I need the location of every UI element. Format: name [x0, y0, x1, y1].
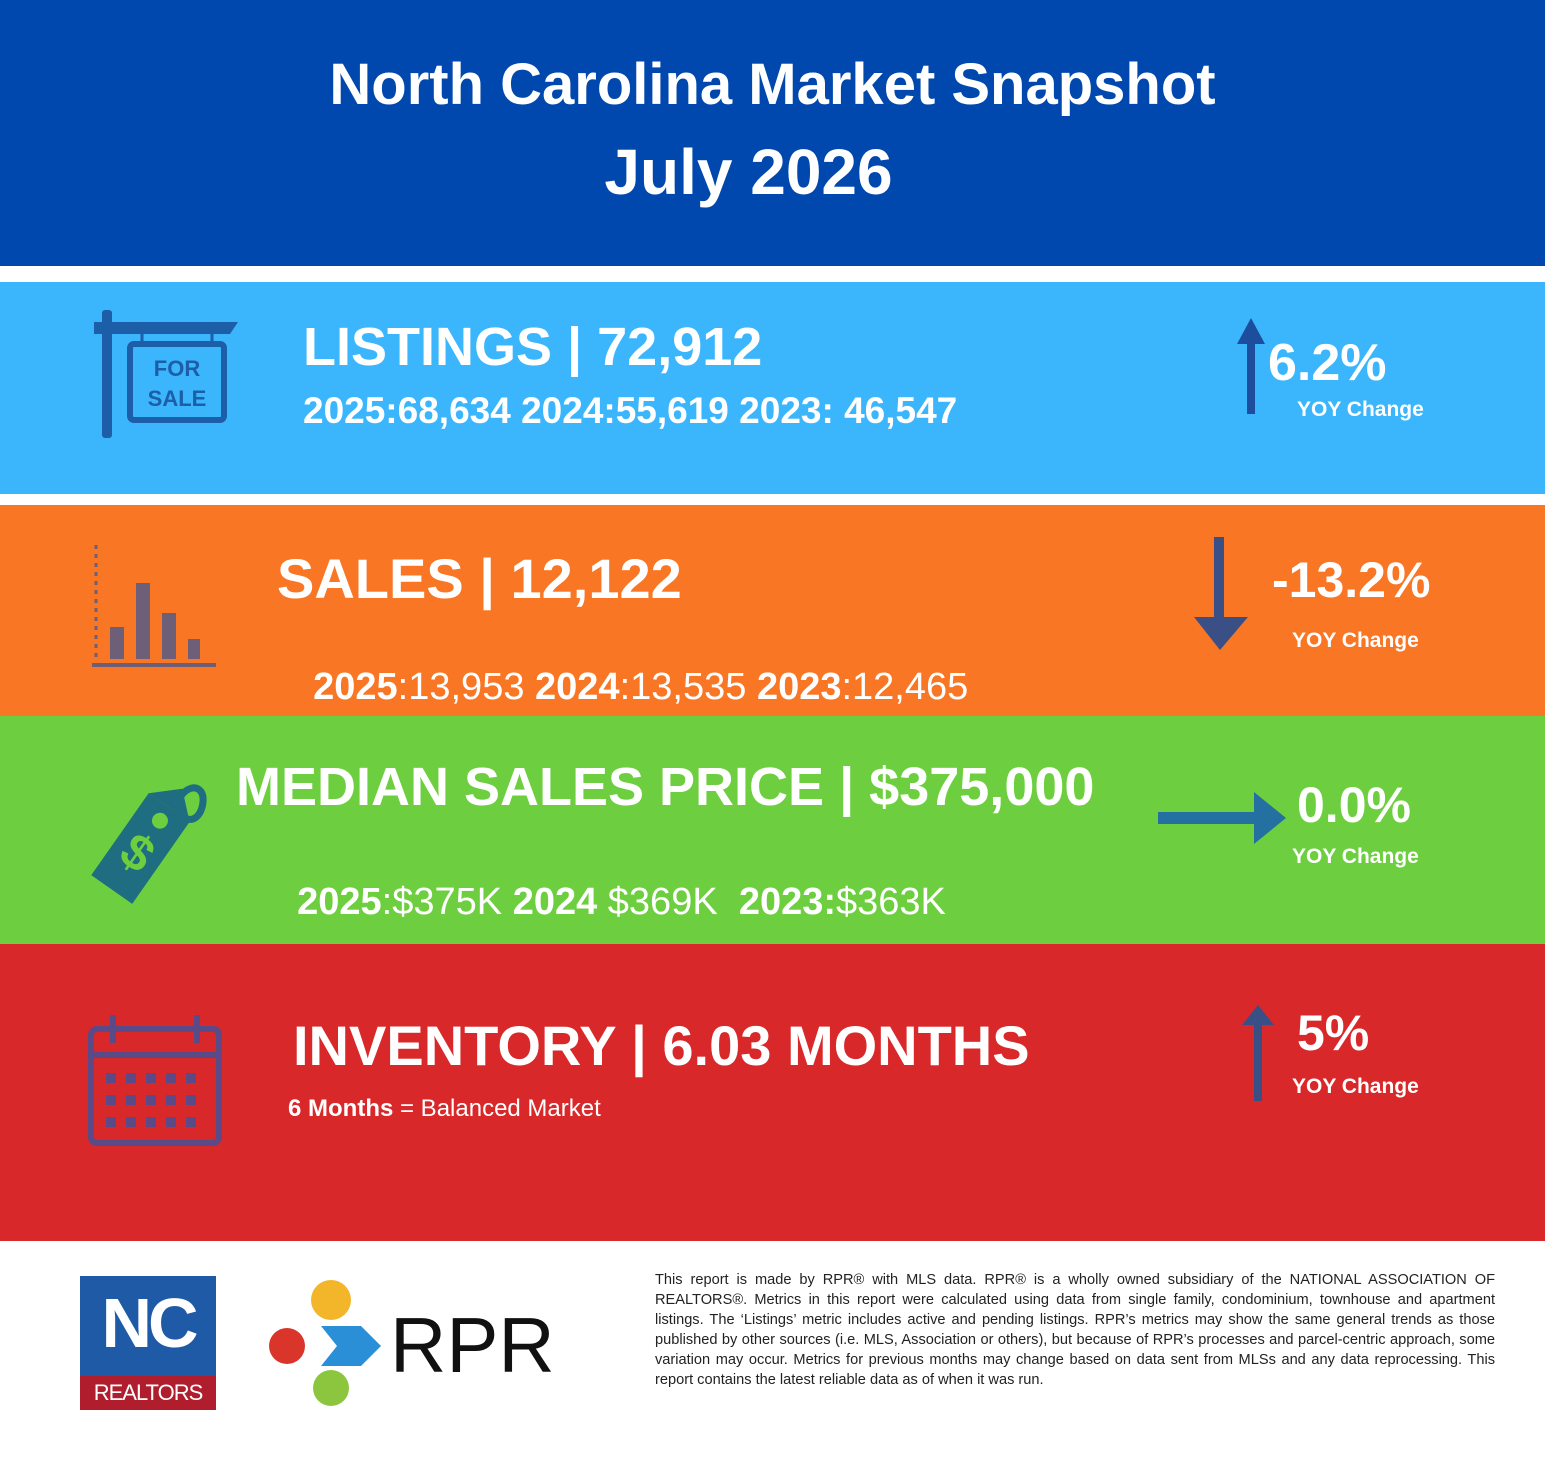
note-value: = Balanced Market: [393, 1095, 601, 1122]
value: :12,465: [841, 666, 969, 708]
yoy-label: YOY Change: [1292, 845, 1419, 868]
year: 2025: [297, 881, 382, 923]
sales-headline: SALES | 12,122: [277, 547, 682, 610]
yoy-change: 5%: [1297, 1005, 1370, 1061]
nc-name: REALTORS: [80, 1376, 216, 1410]
yoy-change: 0.0%: [1297, 777, 1411, 833]
note-label: 6 Months: [288, 1095, 394, 1122]
year: 2023:: [738, 881, 837, 923]
inventory-note: 6 Months = Balanced Market: [288, 1097, 601, 1121]
inventory-headline: INVENTORY | 6.03 MONTHS: [293, 1014, 1030, 1077]
value: :13,535: [619, 666, 747, 708]
median-history: 2025:$375K 2024 $369K 2023:$363K: [276, 845, 946, 921]
value: :13,953: [397, 666, 525, 708]
down-arrow: [1194, 537, 1248, 650]
listings-band: [0, 282, 1545, 494]
yoy-label: YOY Change: [1292, 629, 1419, 652]
rpr-text: RPR: [390, 1301, 555, 1389]
rpr-logo: RPR: [269, 1280, 555, 1406]
subtitle: July 2026: [604, 136, 893, 208]
price-tag-icon: $: [91, 784, 207, 904]
yoy-label: YOY Change: [1297, 398, 1424, 421]
nc-logo: NC REALTORS: [80, 1276, 216, 1410]
disclaimer: This report is made by RPR® with MLS dat…: [655, 1272, 1495, 1388]
year: 2024: [512, 881, 598, 923]
svg-text:FOR: FOR: [154, 356, 201, 381]
bar-chart-icon: [92, 545, 216, 667]
up-arrow: [1237, 318, 1265, 414]
year: 2023: [756, 666, 842, 708]
year: 2024: [535, 666, 620, 708]
value: :$375K: [381, 881, 503, 923]
listings-history: 2025:68,634 2024:55,619 2023: 46,547: [303, 390, 958, 431]
sales-history: 2025:13,953 2024:13,535 2023:12,465: [292, 630, 968, 706]
up-arrow: [1242, 1005, 1274, 1101]
value: $369K: [597, 881, 718, 923]
median-band: [0, 716, 1545, 944]
calendar-icon: [88, 1015, 222, 1146]
median-headline: MEDIAN SALES PRICE | $375,000: [236, 757, 1095, 817]
svg-text:SALE: SALE: [148, 386, 207, 411]
for-sale-icon: FOR SALE: [94, 310, 238, 438]
sales-band: [0, 505, 1545, 716]
yoy-change: -13.2%: [1272, 552, 1431, 608]
listings-headline: LISTINGS | 72,912: [303, 317, 763, 377]
yoy-change: 6.2%: [1268, 334, 1387, 392]
nc-mark: NC: [101, 1284, 198, 1362]
year: 2025: [313, 666, 398, 708]
header: [0, 0, 1545, 266]
title: North Carolina Market Snapshot: [329, 52, 1216, 117]
inventory-band: [0, 944, 1545, 1241]
value: $363K: [836, 881, 946, 923]
right-arrow: [1158, 792, 1286, 844]
yoy-label: YOY Change: [1292, 1075, 1419, 1098]
